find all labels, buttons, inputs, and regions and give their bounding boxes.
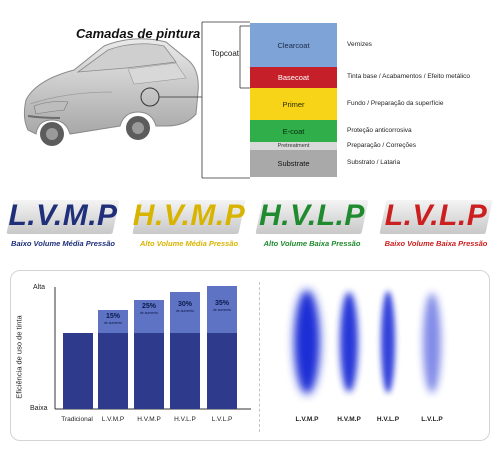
logo-hvlp-abbr: H.V.L.P	[259, 199, 365, 232]
bar-tradicional	[63, 333, 93, 409]
layer-desc-primer: Fundo / Preparação da superfície	[347, 100, 444, 107]
y-low-label: Baixa	[30, 405, 48, 412]
x-label-tradicional: Tradicional	[61, 416, 93, 423]
x-label-hvlp: H.V.L.P	[174, 416, 196, 423]
logo-lvmp-abbr: L.V.M.P	[8, 199, 118, 232]
layer-basecoat: Basecoat	[250, 67, 337, 88]
callout-lines	[159, 21, 250, 179]
layer-ecoat: E-coat	[250, 120, 337, 142]
layer-desc-basecoat: Tinta base / Acabamentos / Efeito metáli…	[347, 73, 470, 80]
spray-label-lvmp: L.V.M.P	[295, 416, 319, 423]
x-label-hvmp: H.V.M.P	[137, 416, 161, 423]
bar-lvlp-increase: 35% de aumento	[207, 286, 237, 333]
bar-lvlp-pct-sub: de aumento	[212, 308, 232, 312]
layer-desc-pretreatment: Preparação / Correções	[347, 142, 417, 149]
layer-desc-substrate: Substrato / Lataria	[347, 159, 401, 166]
logo-hvmp-abbr: H.V.M.P	[132, 199, 246, 232]
logo-lvlp-subtitle: Baixo Volume Baixa Pressão	[384, 239, 488, 248]
bar-lvlp	[207, 333, 237, 409]
bar-hvmp	[134, 333, 164, 409]
bar-lvmp	[98, 333, 128, 409]
logo-lvlp-abbr: L.V.L.P	[384, 199, 488, 232]
panel-divider	[259, 282, 260, 432]
comparison-panel	[10, 270, 490, 441]
layer-desc-clearcoat: Vernizes	[347, 41, 372, 48]
efficiency-y-axis-label: Eficiência de uso de tinta	[14, 315, 24, 399]
bar-hvlp-pct: 30%	[177, 301, 192, 308]
paint-layers-title: Camadas de pintura	[76, 26, 201, 41]
logo-lvmp-subtitle: Baixo Volume Média Pressão	[11, 239, 115, 248]
bar-hvlp	[170, 333, 200, 409]
layer-substrate: Substrate	[250, 150, 337, 177]
spray-label-lvlp: L.V.L.P	[421, 416, 443, 423]
bar-hvmp-pct-sub: de aumento	[139, 311, 159, 315]
x-label-lvmp: L.V.M.P	[101, 416, 125, 423]
spray-pattern-hvmp	[340, 292, 358, 392]
logo-lvlp: L.V.L.P Baixo Volume Baixa Pressão	[377, 196, 495, 248]
layer-primer: Primer	[250, 88, 337, 120]
spray-label-hvmp: H.V.M.P	[337, 416, 361, 423]
efficiency-axes	[54, 287, 251, 410]
logo-hvmp: H.V.M.P Alto Volume Média Pressão	[130, 196, 248, 248]
bar-lvlp-pct: 35%	[214, 300, 229, 307]
spray-label-hvlp: H.V.L.P	[376, 416, 400, 423]
spray-pattern-hvlp	[381, 291, 395, 393]
bar-lvmp-increase: 15% de aumento	[98, 310, 128, 333]
spray-pattern-lvlp	[423, 293, 441, 393]
bar-hvmp-pct: 25%	[141, 303, 156, 310]
topcoat-label: Topcoat	[211, 49, 240, 58]
layer-desc-ecoat: Proteção anticorrosiva	[347, 127, 412, 134]
layer-pretreatment: Pretreatment	[250, 142, 337, 150]
x-label-lvlp: L.V.L.P	[211, 416, 233, 423]
layer-clearcoat: Clearcoat	[250, 23, 337, 67]
logo-hvlp-subtitle: Alto Volume Baixa Pressão	[263, 239, 361, 248]
car-illustration	[23, 38, 199, 146]
logo-hvmp-subtitle: Alto Volume Média Pressão	[139, 239, 239, 248]
logo-hvlp: H.V.L.P Alto Volume Baixa Pressão	[253, 196, 371, 248]
spray-pattern-lvmp	[294, 290, 320, 394]
y-high-label: Alta	[33, 284, 46, 291]
bar-lvmp-pct-sub: de aumento	[103, 321, 123, 325]
bar-hvmp-increase: 25% de aumento	[134, 300, 164, 333]
bar-hvlp-pct-sub: de aumento	[175, 309, 195, 313]
spray-patterns	[294, 290, 441, 394]
bar-lvmp-pct: 15%	[105, 313, 120, 320]
bar-hvlp-increase: 30% de aumento	[170, 292, 200, 333]
logo-lvmp: L.V.M.P Baixo Volume Média Pressão	[4, 196, 122, 248]
